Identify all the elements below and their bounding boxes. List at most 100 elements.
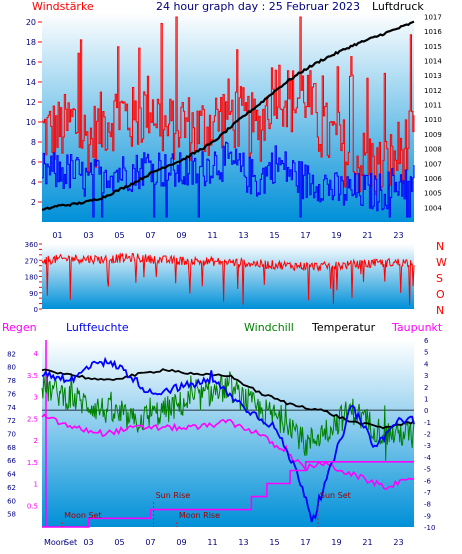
- wind-tick-label: 12: [26, 98, 36, 107]
- event-label: Moon Rise: [179, 511, 220, 520]
- bottom-set-label: Set: [64, 538, 77, 547]
- dewpoint-legend: Taupunkt: [391, 321, 443, 334]
- compass-label: N: [436, 240, 444, 253]
- pressure-tick-label: 1011: [424, 102, 442, 110]
- time-label: 01: [52, 231, 62, 240]
- direction-tick-label: 0: [34, 306, 38, 314]
- temperature-legend: Temperatur: [311, 321, 376, 334]
- wind-tick-label: 6: [31, 158, 36, 167]
- temperature-tick-label: 5: [424, 349, 428, 357]
- pressure-tick-label: 1005: [424, 190, 442, 198]
- event-label: Sun Rise: [156, 491, 191, 500]
- pressure-title: Luftdruck: [372, 0, 424, 13]
- pressure-tick-label: 1012: [424, 87, 442, 95]
- temperature-tick-label: -2: [424, 431, 431, 439]
- temperature-tick-label: -5: [424, 466, 431, 474]
- humidity-tick-label: 66: [7, 457, 16, 465]
- time-label: 11: [207, 231, 217, 240]
- pressure-tick-label: 1016: [424, 28, 442, 36]
- bottom-time-label: 05: [114, 538, 124, 547]
- pressure-tick-label: 1008: [424, 146, 442, 154]
- rain-legend: Regen: [2, 321, 37, 334]
- compass-label: N: [436, 304, 444, 317]
- bottom-moon-label: Moon: [44, 538, 66, 547]
- rain-tick-label: 3: [34, 394, 38, 402]
- humidity-tick-label: 68: [7, 444, 16, 452]
- rain-tick-label: 1: [34, 481, 38, 489]
- time-label: 13: [238, 231, 248, 240]
- chart-marks: 2468101214161820100410051006100710081009…: [7, 13, 447, 547]
- pressure-tick-label: 1010: [424, 116, 442, 124]
- wind-tick-label: 4: [31, 178, 36, 187]
- temperature-tick-label: -3: [424, 442, 431, 450]
- humidity-tick-label: 80: [7, 364, 16, 372]
- humidity-tick-label: 62: [7, 484, 16, 492]
- pressure-tick-label: 1006: [424, 175, 442, 183]
- bottom-time-label: 07: [145, 538, 155, 547]
- bottom-time-label: 13: [238, 538, 248, 547]
- temperature-tick-label: -9: [424, 512, 431, 520]
- climate-panel-bg: [42, 340, 414, 527]
- direction-tick-label: 180: [25, 274, 38, 282]
- wind-tick-label: 14: [26, 78, 36, 87]
- temperature-tick-label: 1: [424, 395, 428, 403]
- wind-tick-label: 16: [26, 58, 36, 67]
- direction-tick-label: 360: [25, 241, 38, 249]
- bottom-time-label: 21: [362, 538, 372, 547]
- compass-label: S: [436, 272, 443, 285]
- rain-tick-label: 3.5: [27, 372, 38, 380]
- humidity-tick-label: 60: [7, 497, 16, 505]
- humidity-tick-label: 82: [7, 350, 16, 358]
- pressure-tick-label: 1013: [424, 72, 442, 80]
- pressure-tick-label: 1017: [424, 13, 442, 21]
- temperature-tick-label: 2: [424, 384, 428, 392]
- time-label: 21: [362, 231, 372, 240]
- time-label: 17: [300, 231, 310, 240]
- time-label: 03: [83, 231, 93, 240]
- temperature-tick-label: -10: [424, 524, 435, 532]
- temperature-tick-label: -1: [424, 419, 431, 427]
- windchill-series: [41, 371, 415, 461]
- humidity-legend: Luftfeuchte: [66, 321, 129, 334]
- bottom-time-label: 19: [331, 538, 341, 547]
- wind-speed-title: Windstärke: [32, 0, 94, 13]
- pressure-tick-label: 1009: [424, 131, 442, 139]
- event-label: Sun Set: [320, 491, 351, 500]
- bottom-time-label: 23: [393, 538, 403, 547]
- wind-gust-series: [42, 16, 415, 196]
- temperature-series: [41, 368, 415, 430]
- pressure-tick-label: 1007: [424, 160, 442, 168]
- time-label: 05: [114, 231, 124, 240]
- humidity-tick-label: 72: [7, 417, 16, 425]
- wind-direction-series: [41, 252, 415, 306]
- humidity-tick-label: 74: [7, 404, 16, 412]
- pressure-tick-label: 1004: [424, 204, 442, 212]
- time-label: 19: [331, 231, 341, 240]
- wind-tick-label: 18: [26, 38, 36, 47]
- rain-tick-label: 2: [34, 437, 38, 445]
- temperature-tick-label: 6: [424, 337, 429, 345]
- rain-tick-label: 1.5: [27, 459, 38, 467]
- windchill-legend: Windchill: [244, 321, 294, 334]
- temperature-tick-label: 3: [424, 372, 428, 380]
- humidity-tick-label: 70: [7, 431, 16, 439]
- temperature-tick-label: -8: [424, 501, 431, 509]
- temperature-tick-label: 0: [424, 407, 428, 415]
- wind-tick-label: 8: [31, 138, 36, 147]
- wind-tick-label: 20: [26, 18, 36, 27]
- bottom-time-label: 09: [176, 538, 186, 547]
- rain-tick-label: 0.5: [27, 502, 38, 510]
- wind-average-series: [42, 141, 415, 218]
- humidity-tick-label: 76: [7, 390, 16, 398]
- time-label: 09: [176, 231, 186, 240]
- time-label: 23: [393, 231, 403, 240]
- humidity-tick-label: 78: [7, 377, 16, 385]
- humidity-tick-label: 64: [7, 471, 16, 479]
- time-label: 07: [145, 231, 155, 240]
- temperature-tick-label: -4: [424, 454, 432, 462]
- direction-tick-label: 90: [29, 290, 38, 298]
- direction-tick-label: 270: [25, 257, 38, 265]
- bottom-time-label: 03: [83, 538, 93, 547]
